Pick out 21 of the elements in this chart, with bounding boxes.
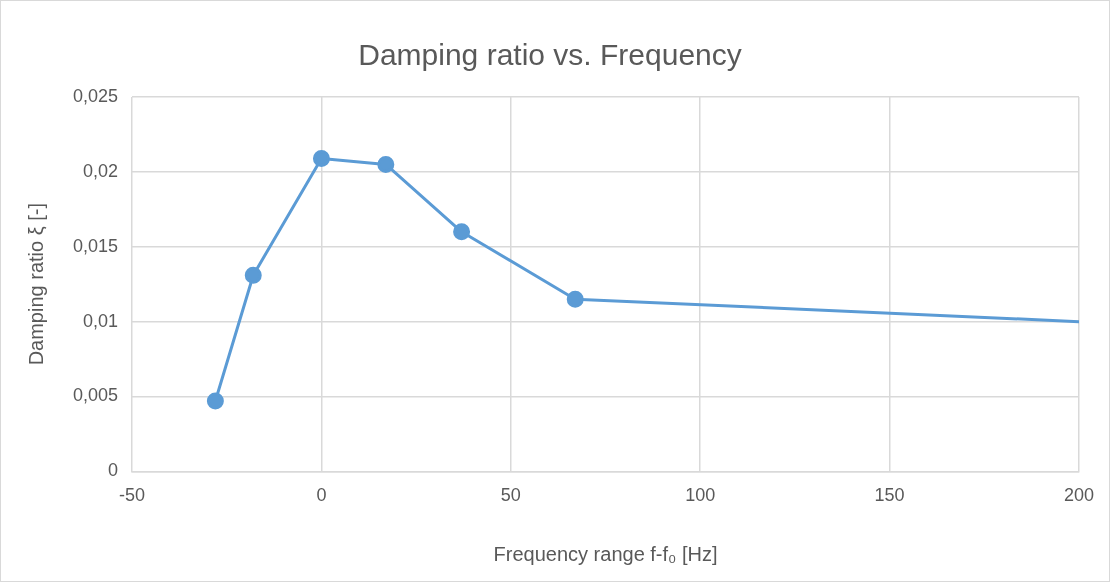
y-tick-label: 0,015 — [73, 235, 119, 256]
point — [312, 149, 330, 167]
chart-title: Damping ratio vs. Frequency — [358, 38, 742, 72]
x-axis-title: Frequency range f-f₀ [Hz] — [493, 542, 718, 565]
x-tick-label: 50 — [500, 485, 521, 506]
point — [566, 290, 584, 308]
point — [453, 223, 471, 241]
point — [244, 266, 262, 284]
x-tick-label: 200 — [1063, 485, 1095, 506]
y-tick-label: 0,025 — [73, 85, 119, 106]
point — [377, 155, 395, 173]
y-tick-label: 0,02 — [83, 160, 119, 181]
x-tick-label: 150 — [874, 485, 905, 506]
y-axis-title: Damping ratio ξ [-] — [24, 203, 47, 366]
y-tick-label: 0 — [108, 460, 119, 481]
y-tick-label: 0,005 — [73, 385, 119, 406]
point — [206, 392, 224, 410]
x-tick-label: 100 — [685, 485, 716, 506]
x-tick-label: -50 — [119, 485, 146, 506]
y-tick-label: 0,01 — [83, 310, 119, 331]
x-tick-label: 0 — [316, 485, 327, 506]
